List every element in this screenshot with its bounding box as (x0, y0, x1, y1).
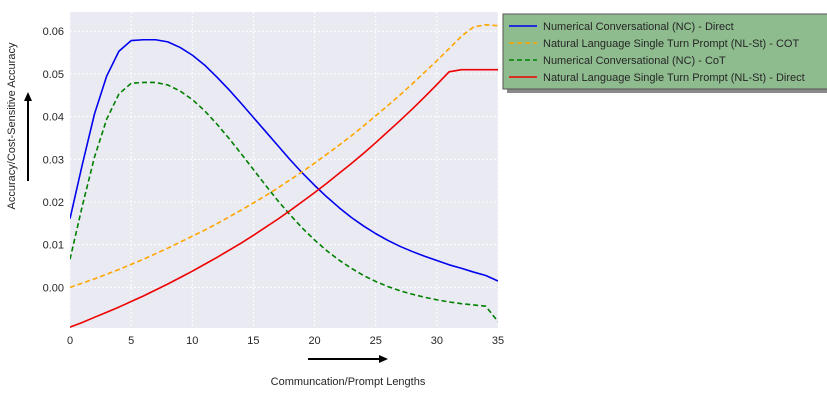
y-tick-label: 0.00 (43, 282, 64, 294)
y-tick-label: 0.04 (43, 112, 64, 124)
x-tick-label: 20 (308, 335, 320, 347)
y-axis-arrowhead (24, 92, 32, 101)
series-line-4 (70, 68, 498, 328)
y-tick-label: 0.05 (43, 69, 64, 81)
x-tick-label: 5 (128, 335, 134, 347)
legend-label: Natural Language Single Turn Prompt (NL-… (543, 38, 799, 50)
x-tick-label: 25 (370, 335, 382, 347)
series-layer (70, 24, 498, 328)
series-line-1 (70, 38, 498, 282)
y-tick-label: 0.01 (43, 240, 64, 252)
legend-label: Natural Language Single Turn Prompt (NL-… (543, 72, 805, 84)
legend-box (502, 13, 827, 90)
y-axis-label: Accuracy/Cost-Sensitive Accuracy (6, 42, 18, 209)
series-line-2 (70, 24, 498, 289)
legend-items: Numerical Conversational (NC) - Direct Na… (509, 21, 805, 84)
x-tick-label: 30 (431, 335, 443, 347)
x-tick-label: 15 (247, 335, 259, 347)
grid (69, 12, 499, 328)
plot-background (70, 12, 498, 328)
x-axis-label: Communcation/Prompt Lengths (271, 376, 426, 388)
series-line-3 (70, 81, 498, 323)
tick-labels: 0 5 10 15 20 25 30 35 0.00 0.01 0.02 0.03 0.04 0.05 0.… (43, 26, 505, 347)
legend: Numerical Conversational (NC) - Direct Na… (502, 13, 827, 93)
x-tick-label: 0 (67, 335, 73, 347)
x-tick-label: 35 (492, 335, 504, 347)
y-tick-label: 0.06 (43, 26, 64, 38)
legend-label: Numerical Conversational (NC) - Direct (543, 21, 734, 33)
y-tick-label: 0.02 (43, 197, 64, 209)
x-axis-arrowhead (379, 355, 388, 363)
x-tick-label: 10 (186, 335, 198, 347)
axis-arrows (24, 92, 388, 363)
legend-label: Numerical Conversational (NC) - CoT (543, 55, 726, 67)
y-tick-label: 0.03 (43, 154, 64, 166)
